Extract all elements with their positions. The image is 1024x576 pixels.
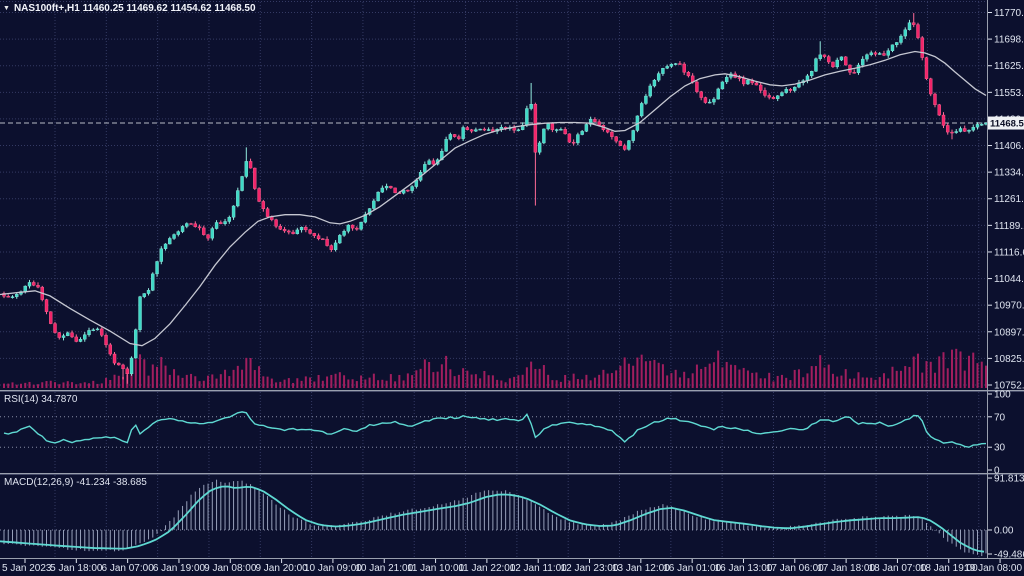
price-axis-label: 10825.15 (994, 354, 1024, 365)
price-axis-label: 11189.10 (994, 221, 1024, 232)
price-pane[interactable] (0, 13, 988, 388)
macd-signal-line (0, 485, 985, 553)
current-price-tag-text: 11468.50 (990, 119, 1024, 130)
price-axis-label: 11625.55 (994, 61, 1024, 72)
time-axis-label: 6 Jan 07:00 (102, 563, 155, 574)
time-axis-label: 9 Jan 08:00 (204, 563, 257, 574)
time-axis-label: 17 Jan 18:00 (817, 563, 875, 574)
macd-indicator-label: MACD(12,26,9) -41.234 -38.685 (4, 477, 147, 488)
macd-axis-label: 91.813 (994, 474, 1024, 485)
time-axis-label: 10 Jan 09:00 (304, 563, 362, 574)
current-price-tag (988, 116, 1024, 130)
time-axis-label: 5 Jan 2023 (2, 563, 52, 574)
macd-axis-label: -49.486 (994, 550, 1024, 561)
symbol-dropdown-icon[interactable]: ▼ (3, 5, 10, 12)
price-axis-label: 11406.60 (994, 141, 1024, 152)
price-axis-label: 11261.60 (994, 194, 1024, 205)
time-axis-label: 13 Jan 12:00 (612, 563, 670, 574)
rsi-axis-label: 100 (994, 390, 1011, 401)
time-axis-label: 16 Jan 13:00 (715, 563, 773, 574)
time-axis-label: 19 Jan 08:00 (964, 563, 1022, 574)
rsi-pane[interactable] (0, 411, 987, 448)
rsi-axis-label: 0 (994, 466, 1000, 477)
price-axis-label: 11116.60 (994, 247, 1024, 258)
macd-pane[interactable] (0, 479, 987, 557)
price-axis-label: 11334.10 (994, 168, 1024, 179)
time-axis-label: 16 Jan 01:00 (663, 563, 721, 574)
price-axis-label: 11770.55 (994, 8, 1024, 19)
time-axis-label: 18 Jan 19:00 (920, 563, 978, 574)
rsi-axis-label: 30 (994, 443, 1006, 454)
volume-layer (3, 348, 987, 388)
time-axis-label: 12 Jan 11:00 (510, 563, 568, 574)
time-axis-label: 18 Jan 07:00 (869, 563, 927, 574)
rsi-line (3, 411, 987, 448)
candlestick-layer (2, 13, 987, 384)
time-axis-label: 17 Jan 06:00 (766, 563, 824, 574)
pane-separators[interactable] (0, 0, 1024, 559)
chart-title[interactable]: ▼ NAS100ft+,H1 11460.25 11469.62 11454.62… (3, 3, 256, 15)
price-axis-label: 10970.15 (994, 301, 1024, 312)
rsi-axis-label: 70 (994, 412, 1006, 423)
price-axis-label: 10752.65 (994, 380, 1024, 391)
rsi-indicator-label: RSI(14) 34.7870 (4, 394, 78, 405)
price-axis-label: 11553.05 (994, 88, 1024, 99)
time-axis-label: 6 Jan 19:00 (153, 563, 206, 574)
time-axis-label: 11 Jan 10:00 (407, 563, 465, 574)
time-axis-label: 5 Jan 18:00 (50, 563, 103, 574)
moving-average-line (0, 50, 987, 347)
time-axis-label: 12 Jan 23:00 (561, 563, 619, 574)
price-axis-label: 11698.05 (994, 35, 1024, 46)
chart-title-text: NAS100ft+,H1 11460.25 11469.62 11454.62 … (13, 3, 256, 14)
macd-histogram (3, 479, 987, 557)
time-axis-label: 9 Jan 20:00 (255, 563, 308, 574)
time-axis-label: 10 Jan 21:00 (355, 563, 413, 574)
price-axis[interactable]: 11770.5511698.0511625.5511553.0511480.55… (988, 8, 1024, 561)
price-axis-label: 10897.65 (994, 327, 1024, 338)
price-axis-label: 11044.10 (994, 274, 1024, 285)
grid-layer (0, 1, 987, 558)
macd-axis-label: 0.00 (994, 526, 1014, 537)
time-axis-label: 11 Jan 22:00 (458, 563, 516, 574)
